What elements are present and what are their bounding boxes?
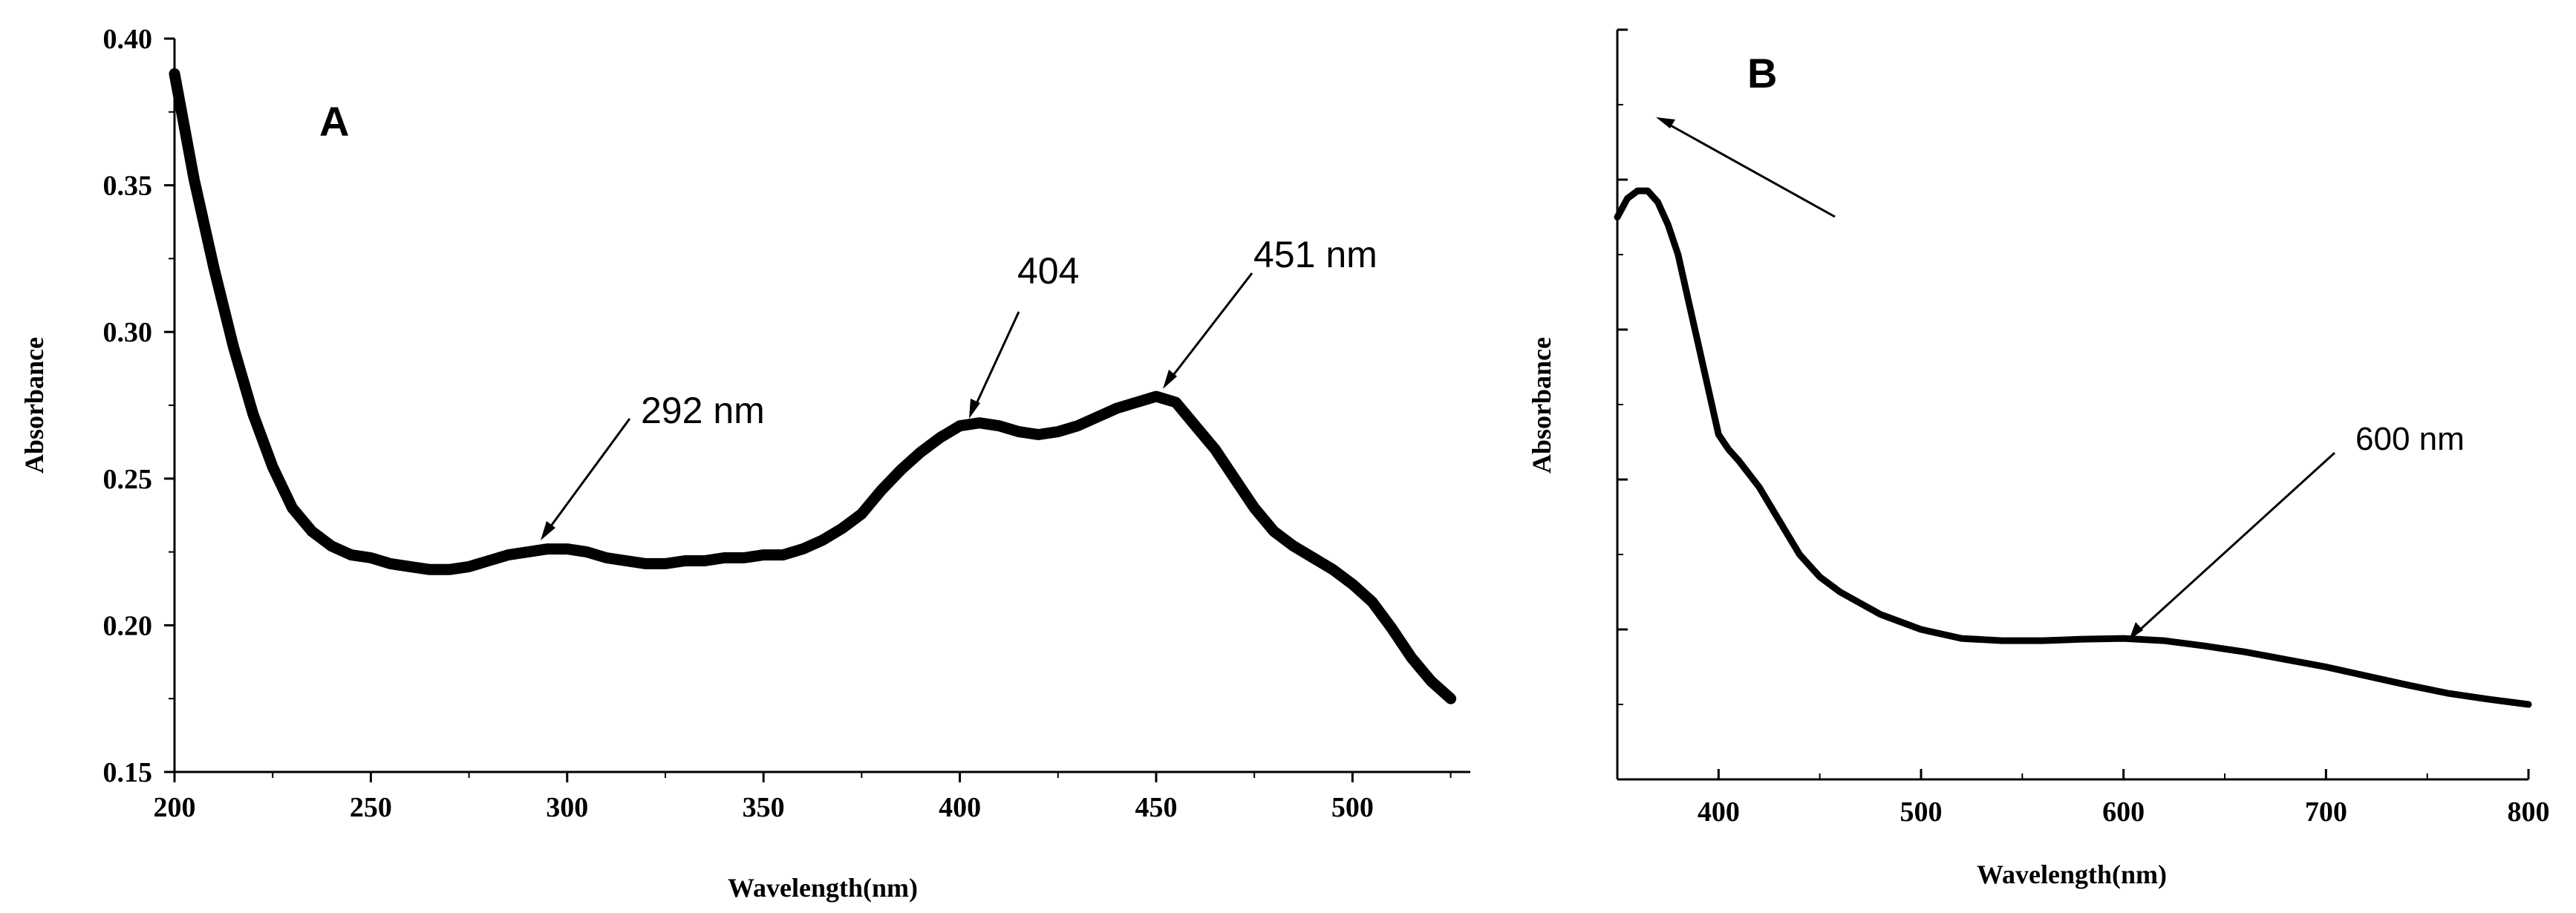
annotation-peak-arrowhead xyxy=(1656,117,1675,128)
annotation-451-arrow xyxy=(1170,272,1253,378)
panel-a-y-tick-label: 0.30 xyxy=(103,317,153,348)
annotation-292-arrowhead xyxy=(541,521,555,540)
panel-b-y-axis-title: Absorbance xyxy=(1527,337,1556,474)
annotation-600-label: 600 nm xyxy=(2355,421,2465,457)
panel-a-x-tick-label: 300 xyxy=(546,792,588,823)
panel-b-x-axis-title: Wavelength(nm) xyxy=(1977,860,2167,889)
annotation-404-arrow xyxy=(974,311,1020,408)
panel-a-x-tick-label: 200 xyxy=(154,792,196,823)
panel-a-label: A xyxy=(319,98,349,145)
panel-b-x-tick-label: 700 xyxy=(2305,796,2347,828)
panel-b-x-tick-label: 800 xyxy=(2508,796,2550,828)
panel-a: 0.15 0.20 0.25 0.30 0.35 0.40 200 250 300 350 400… xyxy=(19,24,1470,903)
annotation-292-label: 292 nm xyxy=(641,390,765,431)
panel-b: 400 500 600 700 800 Wavelength(nm) Absorbanc… xyxy=(1527,28,2550,889)
annotation-peak-arrow xyxy=(1669,123,1836,218)
panel-a-x-tick-label: 350 xyxy=(743,792,785,823)
panel-a-y-tick-label: 0.25 xyxy=(103,464,153,495)
annotation-600-arrow xyxy=(2137,451,2336,632)
annotation-451-arrowhead xyxy=(1163,370,1177,389)
panel-a-x-tick-label: 250 xyxy=(350,792,392,823)
panel-b-x-tick-label: 600 xyxy=(2102,796,2145,828)
panel-a-x-axis-title: Wavelength(nm) xyxy=(728,873,918,903)
panel-a-y-tick-label: 0.35 xyxy=(103,171,153,202)
annotation-451-label: 451 nm xyxy=(1253,234,1377,275)
annotation-404-label: 404 xyxy=(1017,250,1079,292)
panel-a-series-line xyxy=(169,68,1457,704)
panel-a-y-tick-label: 0.40 xyxy=(103,24,153,55)
panel-a-y-axis-title: Absorbance xyxy=(19,337,49,474)
panel-a-y-tick-label: 0.20 xyxy=(103,610,153,641)
panel-b-series-line xyxy=(1614,187,2532,708)
panel-b-x-tick-label: 500 xyxy=(1900,796,1943,828)
panel-b-x-tick-label: 400 xyxy=(1698,796,1740,828)
panel-a-y-tick-label: 0.15 xyxy=(103,757,153,788)
annotation-292-arrow xyxy=(547,418,631,531)
panel-a-x-tick-label: 450 xyxy=(1135,792,1177,823)
panel-a-x-tick-label: 400 xyxy=(939,792,981,823)
annotation-600-arrowhead xyxy=(2129,622,2143,640)
annotation-404-arrowhead xyxy=(969,399,980,419)
panel-b-label: B xyxy=(1747,50,1777,96)
panel-a-x-tick-label: 500 xyxy=(1331,792,1374,823)
